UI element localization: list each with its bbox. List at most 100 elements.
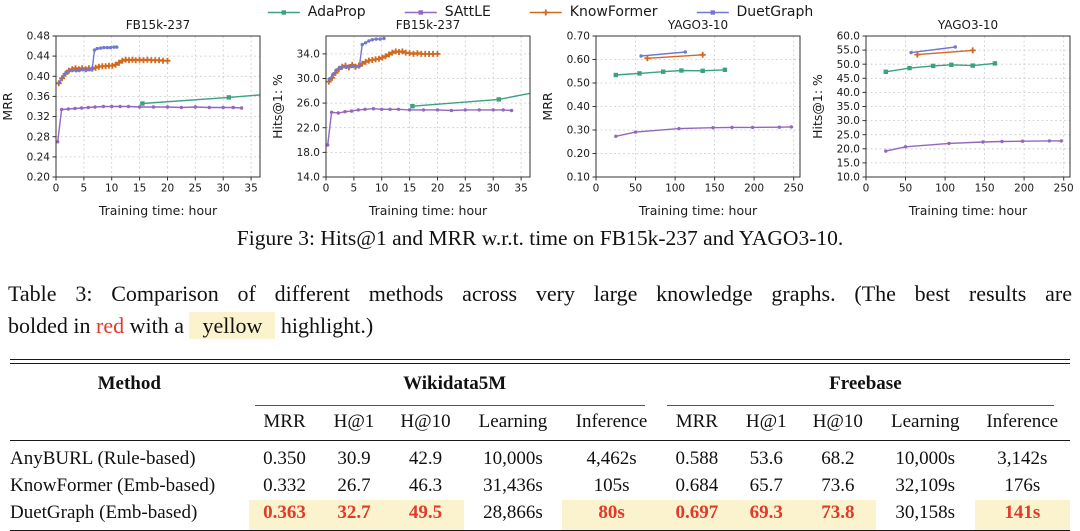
col-header-mrr: MRR xyxy=(660,405,733,441)
svg-text:0.32: 0.32 xyxy=(27,111,50,123)
svg-text:150: 150 xyxy=(975,183,995,195)
table-caption-line: bolded in red with a yellow highlight.) xyxy=(8,310,1072,342)
svg-text:0.40: 0.40 xyxy=(27,71,50,83)
chart-fb15k237-hits1: 0 5 10 15 20 25 30 35 14.0 18.0 22.0 26.0 30.0 34.0 FB… xyxy=(270,16,540,221)
svg-text:18.0: 18.0 xyxy=(297,147,320,159)
svg-text:5: 5 xyxy=(351,183,358,195)
svg-text:60.0: 60.0 xyxy=(837,31,860,43)
table-top-rule xyxy=(10,358,1070,364)
value-cell: 0.350 xyxy=(263,447,306,469)
svg-text:30: 30 xyxy=(217,183,230,195)
table-row: AnyBURL (Rule-based) 0.350 30.9 42.9 10,000s… xyxy=(10,440,1070,472)
svg-text:26.0: 26.0 xyxy=(297,98,320,110)
svg-text:0: 0 xyxy=(593,183,600,195)
svg-text:FB15k-237: FB15k-237 xyxy=(396,18,461,32)
svg-text:10: 10 xyxy=(105,183,118,195)
svg-text:0.20: 0.20 xyxy=(567,148,590,160)
legend-marker-icon xyxy=(404,9,437,15)
svg-text:0: 0 xyxy=(863,183,870,195)
col-header-h@10: H@10 xyxy=(799,405,876,441)
table-row: DuetGraph (Emb-based) 0.363 32.7 49.5 28,866… xyxy=(10,499,1070,531)
value-cell: 65.7 xyxy=(749,474,783,496)
legend-label: SAttLE xyxy=(444,4,491,20)
svg-text:22.0: 22.0 xyxy=(297,122,320,134)
svg-text:MRR: MRR xyxy=(540,92,555,120)
value-cell: 3,142s xyxy=(997,447,1048,469)
figure-legend: AdaProp SAttLE KnowFormer DuetGraph xyxy=(267,4,813,20)
svg-text:0.60: 0.60 xyxy=(567,54,590,66)
svg-text:10.0: 10.0 xyxy=(837,172,860,184)
table-caption-line: Table 3: Comparison of different methods… xyxy=(8,278,1072,310)
svg-text:45.0: 45.0 xyxy=(837,73,860,85)
svg-text:0.10: 0.10 xyxy=(567,172,590,184)
svg-text:0: 0 xyxy=(53,183,60,195)
value-cell: 10,000s xyxy=(895,447,956,469)
caption-red-word: red xyxy=(96,312,125,338)
svg-text:20: 20 xyxy=(161,183,174,195)
svg-text:35: 35 xyxy=(514,183,527,195)
svg-text:34.0: 34.0 xyxy=(297,49,320,61)
table-caption: Table 3: Comparison of different methods… xyxy=(8,278,1072,342)
svg-text:25: 25 xyxy=(459,183,472,195)
value-cell: 28,866s xyxy=(483,502,543,524)
value-cell: 68.2 xyxy=(821,447,855,469)
svg-text:0.70: 0.70 xyxy=(567,31,590,43)
svg-text:200: 200 xyxy=(744,183,764,195)
svg-text:0.24: 0.24 xyxy=(27,152,51,164)
value-cell: 30,158s xyxy=(895,502,956,524)
legend-item-duetgraph: DuetGraph xyxy=(696,4,813,20)
caption-yellow-word: yellow xyxy=(189,311,276,339)
col-header-learning: Learning xyxy=(875,405,975,441)
svg-text:0.50: 0.50 xyxy=(567,78,590,90)
value-cell: 31,436s xyxy=(483,474,543,496)
legend-label: KnowFormer xyxy=(569,4,658,20)
value-cell: 80s xyxy=(562,499,661,531)
svg-text:35.0: 35.0 xyxy=(837,101,860,113)
svg-text:100: 100 xyxy=(665,183,685,195)
col-header-inference: Inference xyxy=(974,405,1070,441)
method-cell: AnyBURL (Rule-based) xyxy=(10,447,196,469)
svg-text:250: 250 xyxy=(1054,183,1074,195)
chart-fb15k237-mrr: 0 5 10 15 20 25 30 35 0.20 0.24 0.28 0.32 0.36 0.40 0.… xyxy=(0,16,270,221)
legend-marker-icon xyxy=(267,9,300,15)
svg-text:5: 5 xyxy=(81,183,88,195)
figure-3: AdaProp SAttLE KnowFormer DuetGraph 0 5 10… xyxy=(0,0,1080,218)
legend-item-adaprop: AdaProp xyxy=(267,4,366,20)
value-cell: 73.8 xyxy=(799,499,876,531)
caption-text: Table 3: Comparison of different methods… xyxy=(8,281,1072,306)
svg-text:250: 250 xyxy=(784,183,804,195)
caption-text: bolded in xyxy=(8,312,96,338)
svg-text:50: 50 xyxy=(899,183,912,195)
value-cell: 69.3 xyxy=(732,499,800,531)
table-3: Method Wikidata5M Freebase MRR H@1 H@10 Learni… xyxy=(10,358,1070,531)
svg-text:25.0: 25.0 xyxy=(837,129,860,141)
value-cell: 30.9 xyxy=(337,447,371,469)
svg-text:FB15k-237: FB15k-237 xyxy=(126,18,191,32)
value-cell: 141s xyxy=(974,499,1070,531)
col-header-mrr: MRR xyxy=(248,405,321,441)
col-header-inference: Inference xyxy=(562,405,661,441)
svg-text:Hits@1: %: Hits@1: % xyxy=(810,74,825,139)
svg-text:YAGO3-10: YAGO3-10 xyxy=(667,18,728,32)
svg-text:0.36: 0.36 xyxy=(27,91,51,103)
svg-text:15: 15 xyxy=(403,183,416,195)
legend-marker-icon xyxy=(529,9,562,15)
col-header-h@1: H@1 xyxy=(732,405,800,441)
svg-text:0.44: 0.44 xyxy=(27,51,51,63)
svg-text:15: 15 xyxy=(133,183,146,195)
legend-item-knowformer: KnowFormer xyxy=(529,4,658,20)
svg-text:Training time: hour: Training time: hour xyxy=(908,203,1028,218)
figure-charts: 0 5 10 15 20 25 30 35 0.20 0.24 0.28 0.32 0.36 0.40 0.… xyxy=(0,16,1080,221)
value-cell: 0.332 xyxy=(263,474,306,496)
col-header-h@1: H@1 xyxy=(320,405,388,441)
svg-text:YAGO3-10: YAGO3-10 xyxy=(937,18,998,32)
legend-label: AdaProp xyxy=(307,4,366,20)
value-cell: 0.588 xyxy=(675,447,719,469)
svg-text:50.0: 50.0 xyxy=(837,59,860,71)
svg-text:Hits@1: %: Hits@1: % xyxy=(270,74,285,139)
value-cell: 46.3 xyxy=(408,474,443,496)
figure-caption: Figure 3: Hits@1 and MRR w.r.t. time on … xyxy=(236,226,844,250)
chart-yago310-hits1: 0 50 100 150 200 250 10.0 15.0 20.0 25.0 30.0 35.0 4… xyxy=(810,16,1080,221)
svg-text:20.0: 20.0 xyxy=(837,143,860,155)
value-cell: 42.9 xyxy=(408,447,443,469)
